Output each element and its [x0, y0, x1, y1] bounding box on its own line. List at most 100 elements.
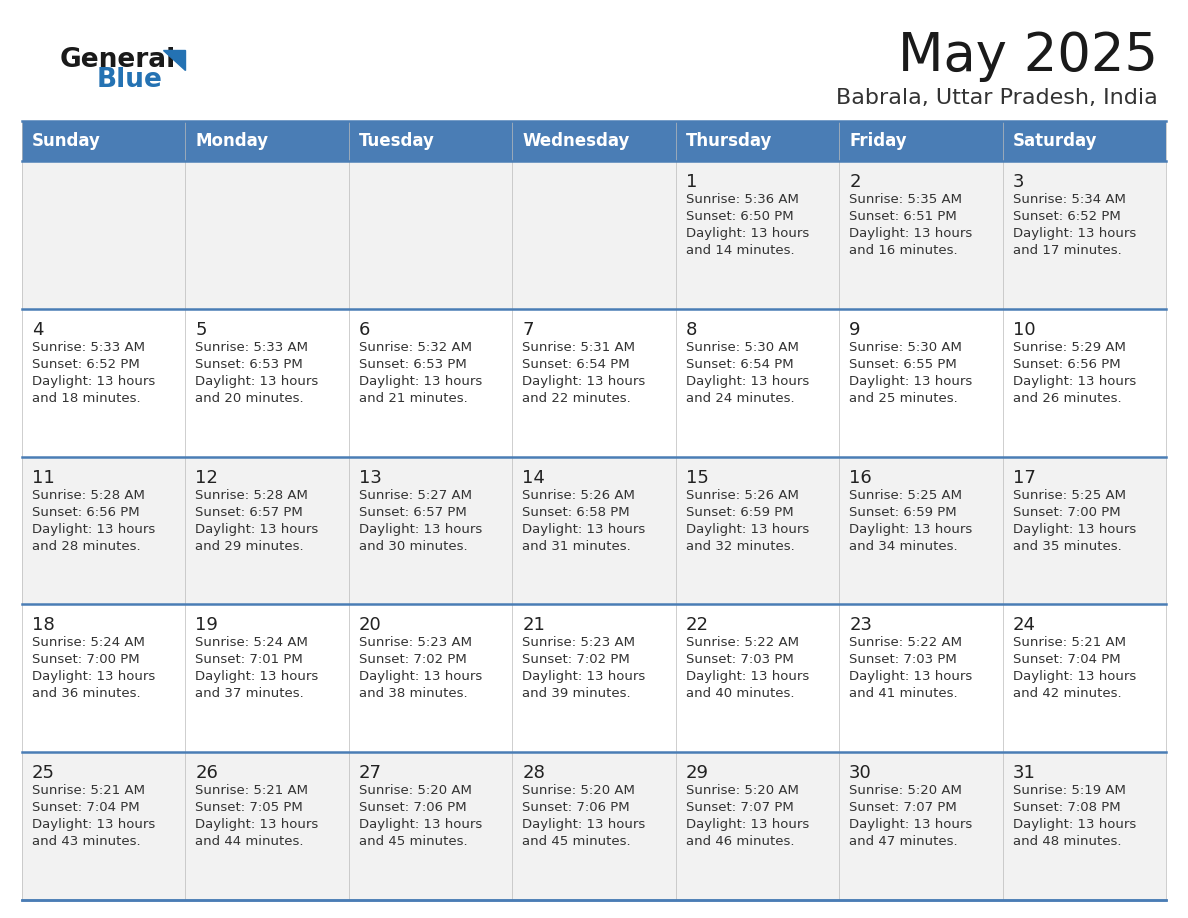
Text: Sunday: Sunday: [32, 132, 101, 150]
Text: Sunrise: 5:23 AM: Sunrise: 5:23 AM: [359, 636, 472, 649]
Text: Blue: Blue: [97, 67, 163, 93]
Text: and 45 minutes.: and 45 minutes.: [359, 835, 468, 848]
Text: 8: 8: [685, 320, 697, 339]
Text: Sunrise: 5:26 AM: Sunrise: 5:26 AM: [685, 488, 798, 501]
Text: Daylight: 13 hours: Daylight: 13 hours: [1012, 375, 1136, 387]
Bar: [349, 161, 512, 308]
Text: Sunset: 7:04 PM: Sunset: 7:04 PM: [32, 801, 140, 814]
Text: 17: 17: [1012, 468, 1036, 487]
Text: Sunrise: 5:28 AM: Sunrise: 5:28 AM: [32, 488, 145, 501]
Text: Daylight: 13 hours: Daylight: 13 hours: [359, 375, 482, 387]
Text: Sunset: 6:56 PM: Sunset: 6:56 PM: [32, 506, 140, 519]
Text: Daylight: 13 hours: Daylight: 13 hours: [849, 670, 973, 683]
Text: Sunset: 7:05 PM: Sunset: 7:05 PM: [196, 801, 303, 814]
Bar: [349, 456, 512, 604]
Text: Daylight: 13 hours: Daylight: 13 hours: [196, 818, 318, 831]
Text: Friday: Friday: [849, 132, 906, 150]
Text: Sunset: 6:50 PM: Sunset: 6:50 PM: [685, 210, 794, 223]
Text: Daylight: 13 hours: Daylight: 13 hours: [685, 375, 809, 387]
Text: Sunrise: 5:28 AM: Sunrise: 5:28 AM: [196, 488, 309, 501]
Text: Sunrise: 5:24 AM: Sunrise: 5:24 AM: [196, 636, 309, 649]
Text: and 24 minutes.: and 24 minutes.: [685, 392, 795, 405]
Text: 19: 19: [196, 616, 219, 634]
Text: 22: 22: [685, 616, 709, 634]
Text: 24: 24: [1012, 616, 1036, 634]
Text: Sunrise: 5:22 AM: Sunrise: 5:22 AM: [849, 636, 962, 649]
Text: and 21 minutes.: and 21 minutes.: [359, 392, 468, 405]
Bar: [1003, 604, 1165, 752]
Text: Sunset: 6:54 PM: Sunset: 6:54 PM: [685, 358, 794, 371]
Text: and 35 minutes.: and 35 minutes.: [1012, 540, 1121, 553]
Text: and 18 minutes.: and 18 minutes.: [32, 392, 140, 405]
Text: Sunset: 7:00 PM: Sunset: 7:00 PM: [32, 654, 140, 666]
Text: Sunrise: 5:32 AM: Sunrise: 5:32 AM: [359, 341, 472, 353]
Text: Daylight: 13 hours: Daylight: 13 hours: [32, 522, 156, 535]
Text: Sunset: 7:02 PM: Sunset: 7:02 PM: [523, 654, 630, 666]
Text: Sunset: 6:52 PM: Sunset: 6:52 PM: [32, 358, 140, 371]
Text: and 36 minutes.: and 36 minutes.: [32, 688, 140, 700]
Text: and 41 minutes.: and 41 minutes.: [849, 688, 958, 700]
Text: 10: 10: [1012, 320, 1035, 339]
Text: and 17 minutes.: and 17 minutes.: [1012, 244, 1121, 257]
Text: and 28 minutes.: and 28 minutes.: [32, 540, 140, 553]
Text: 6: 6: [359, 320, 371, 339]
Text: Sunrise: 5:21 AM: Sunrise: 5:21 AM: [1012, 636, 1125, 649]
Text: 14: 14: [523, 468, 545, 487]
Text: Sunrise: 5:30 AM: Sunrise: 5:30 AM: [685, 341, 798, 353]
Text: Daylight: 13 hours: Daylight: 13 hours: [196, 670, 318, 683]
Text: Daylight: 13 hours: Daylight: 13 hours: [685, 522, 809, 535]
Bar: [185, 752, 349, 900]
Text: Sunset: 7:01 PM: Sunset: 7:01 PM: [196, 654, 303, 666]
Text: Daylight: 13 hours: Daylight: 13 hours: [523, 375, 645, 387]
Text: Sunrise: 5:26 AM: Sunrise: 5:26 AM: [523, 488, 636, 501]
Text: 7: 7: [523, 320, 533, 339]
Text: Sunrise: 5:33 AM: Sunrise: 5:33 AM: [196, 341, 309, 353]
Text: Saturday: Saturday: [1012, 132, 1097, 150]
Text: Daylight: 13 hours: Daylight: 13 hours: [849, 227, 973, 240]
Text: Sunset: 7:04 PM: Sunset: 7:04 PM: [1012, 654, 1120, 666]
Bar: [349, 604, 512, 752]
Text: and 31 minutes.: and 31 minutes.: [523, 540, 631, 553]
Text: 9: 9: [849, 320, 860, 339]
Bar: [676, 308, 839, 456]
Text: Sunset: 7:03 PM: Sunset: 7:03 PM: [849, 654, 956, 666]
Text: Daylight: 13 hours: Daylight: 13 hours: [523, 522, 645, 535]
Text: Sunrise: 5:34 AM: Sunrise: 5:34 AM: [1012, 193, 1125, 206]
Bar: [676, 161, 839, 308]
Bar: [839, 456, 1003, 604]
Bar: [512, 752, 676, 900]
Text: 30: 30: [849, 764, 872, 782]
Bar: [676, 752, 839, 900]
Text: Monday: Monday: [196, 132, 268, 150]
Text: General: General: [61, 47, 176, 73]
Text: and 46 minutes.: and 46 minutes.: [685, 835, 795, 848]
Text: Sunset: 6:58 PM: Sunset: 6:58 PM: [523, 506, 630, 519]
Text: and 22 minutes.: and 22 minutes.: [523, 392, 631, 405]
Text: Daylight: 13 hours: Daylight: 13 hours: [523, 670, 645, 683]
Text: Sunset: 6:59 PM: Sunset: 6:59 PM: [685, 506, 794, 519]
Text: Daylight: 13 hours: Daylight: 13 hours: [1012, 522, 1136, 535]
Bar: [185, 456, 349, 604]
Text: and 32 minutes.: and 32 minutes.: [685, 540, 795, 553]
Text: and 30 minutes.: and 30 minutes.: [359, 540, 468, 553]
Text: Sunrise: 5:19 AM: Sunrise: 5:19 AM: [1012, 784, 1125, 797]
Text: and 40 minutes.: and 40 minutes.: [685, 688, 795, 700]
Text: Sunset: 6:53 PM: Sunset: 6:53 PM: [196, 358, 303, 371]
Text: Daylight: 13 hours: Daylight: 13 hours: [1012, 818, 1136, 831]
Polygon shape: [163, 50, 185, 70]
Text: Daylight: 13 hours: Daylight: 13 hours: [1012, 227, 1136, 240]
Text: 12: 12: [196, 468, 219, 487]
Text: Daylight: 13 hours: Daylight: 13 hours: [685, 670, 809, 683]
Text: Daylight: 13 hours: Daylight: 13 hours: [849, 818, 973, 831]
Text: and 14 minutes.: and 14 minutes.: [685, 244, 795, 257]
Text: Sunrise: 5:35 AM: Sunrise: 5:35 AM: [849, 193, 962, 206]
Text: 4: 4: [32, 320, 44, 339]
Text: Sunset: 7:00 PM: Sunset: 7:00 PM: [1012, 506, 1120, 519]
Text: Daylight: 13 hours: Daylight: 13 hours: [685, 227, 809, 240]
Bar: [839, 308, 1003, 456]
Text: Sunrise: 5:20 AM: Sunrise: 5:20 AM: [359, 784, 472, 797]
Text: and 42 minutes.: and 42 minutes.: [1012, 688, 1121, 700]
Text: 25: 25: [32, 764, 55, 782]
Text: Sunset: 6:57 PM: Sunset: 6:57 PM: [196, 506, 303, 519]
Bar: [185, 161, 349, 308]
